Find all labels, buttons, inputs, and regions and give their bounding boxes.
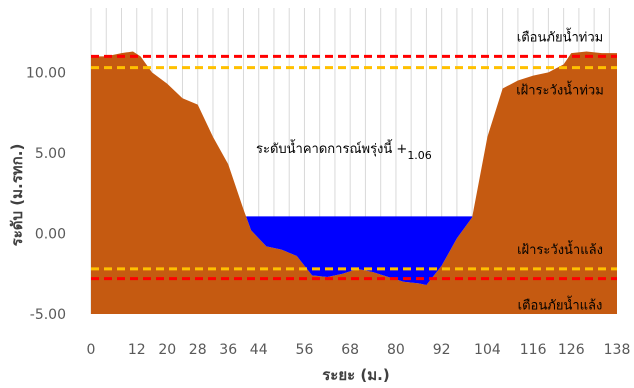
x-tick-label: 126 [558,342,585,358]
water-area [246,216,473,286]
x-tick-label: 68 [341,342,359,358]
x-tick-label: 116 [520,342,547,358]
y-tick-label: 5.00 [35,146,66,162]
x-tick-label: 12 [128,342,146,358]
reference-labels: เตือนภัยน้ำท่วมเฝ้าระวังน้ำท่วมเฝ้าระวัง… [516,27,604,313]
y-tick-label: -5.00 [30,307,66,323]
x-tick-label: 138 [604,342,631,358]
reference-label: เตือนภัยน้ำแล้ง [518,296,603,314]
x-tick-label: 44 [250,342,268,358]
x-axis-ticks: 0 12 20 28 36 44 56 68 80 92 104 116 126 138 [87,342,631,358]
reference-label: เฝ้าระวังน้ำท่วม [516,81,604,99]
x-tick-label: 28 [189,342,207,358]
y-tick-label: 10.00 [26,65,66,81]
y-axis-title: ระดับ (ม.รทก.) [8,144,26,247]
x-tick-label: 56 [296,342,314,358]
x-tick-label: 92 [433,342,451,358]
reference-label: เฝ้าระวังน้ำแล้ง [517,240,603,258]
forecast-annotation-text: ระดับน้ำคาดการณ์พรุ่งนี้ + [256,139,407,157]
x-axis-title: ระยะ (ม.) [322,366,389,384]
x-tick-label: 104 [474,342,501,358]
y-axis-ticks: -5.00 0.00 5.00 10.00 [26,65,66,323]
x-tick-label: 80 [387,342,405,358]
reference-lines [91,54,617,281]
ground-profile-area [91,51,617,314]
reference-label: เตือนภัยน้ำท่วม [517,27,603,45]
x-tick-label: 36 [219,342,237,358]
x-tick-label: 20 [158,342,176,358]
forecast-annotation-value: 1.06 [407,149,432,162]
y-tick-label: 0.00 [35,226,66,242]
forecast-annotation: ระดับน้ำคาดการณ์พรุ่งนี้ +1.06 [256,139,432,162]
x-tick-label: 0 [87,342,96,358]
